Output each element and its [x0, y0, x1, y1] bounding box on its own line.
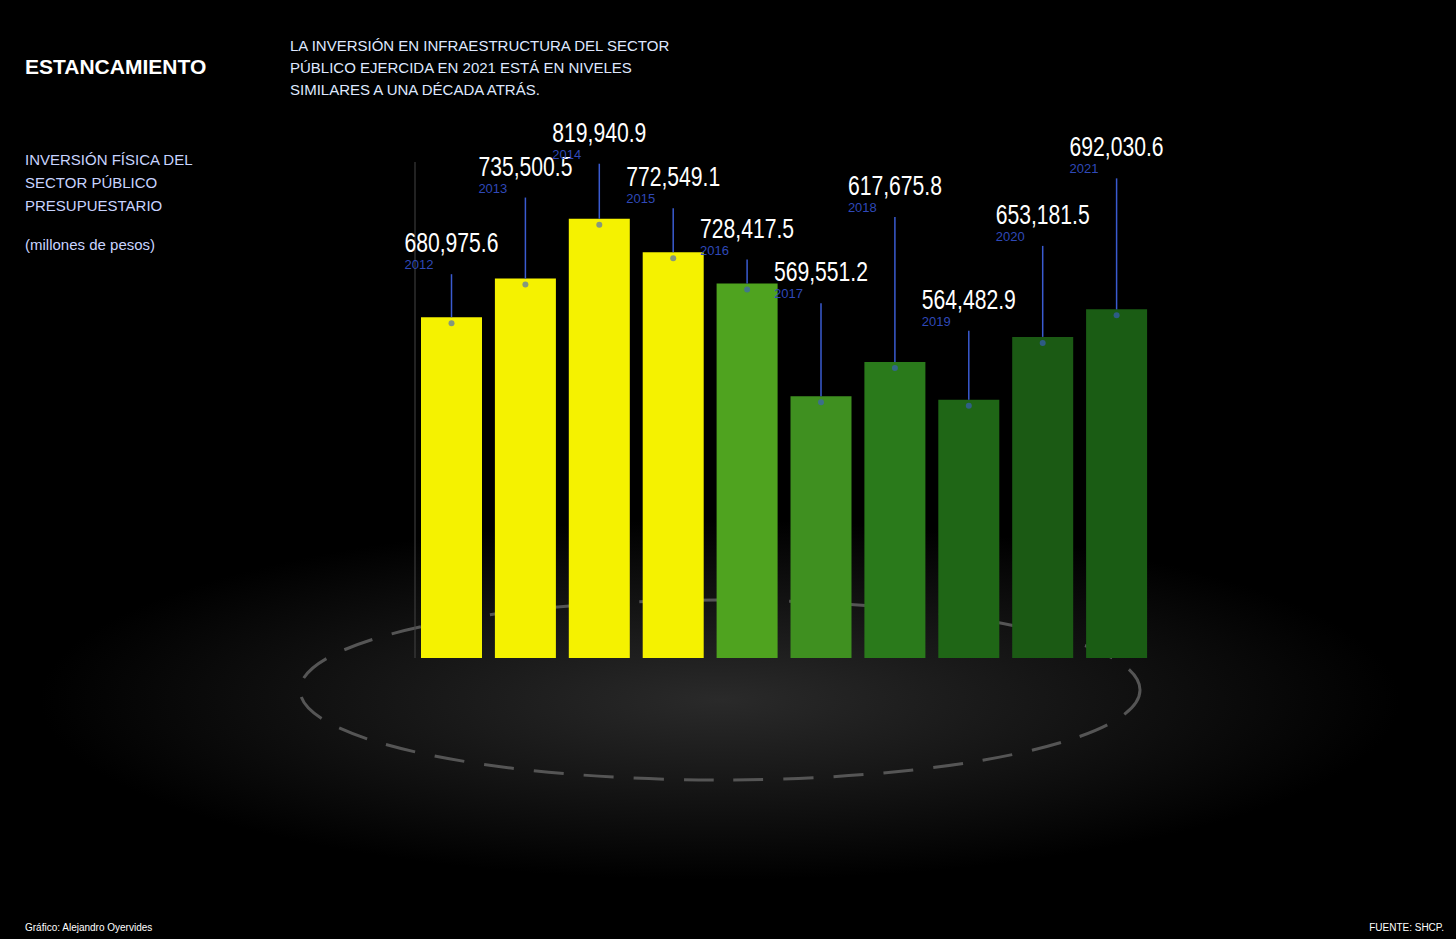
- svg-text:819,940.9: 819,940.9: [552, 117, 646, 148]
- svg-text:692,030.6: 692,030.6: [1070, 131, 1164, 162]
- svg-text:653,181.5: 653,181.5: [996, 199, 1090, 230]
- svg-text:564,482.9: 564,482.9: [922, 284, 1016, 315]
- svg-text:772,549.1: 772,549.1: [626, 161, 720, 192]
- html-text:ESTANCAMIENTO: ESTANCAMIENTO: [25, 55, 207, 78]
- html-text:INVERSIÓN FÍSICA DEL SECTOR PÚ: INVERSIÓN FÍSICA DEL SECTOR PÚBLICO PRES…: [25, 151, 192, 214]
- svg-text:2012: 2012: [405, 257, 434, 272]
- svg-text:2017: 2017: [774, 286, 803, 301]
- html-text:LA INVERSIÓN EN INFRAESTRUCTUR: LA INVERSIÓN EN INFRAESTRUCTURA DEL SECT…: [290, 37, 670, 98]
- svg-text:2021: 2021: [1070, 161, 1099, 176]
- svg-text:2019: 2019: [922, 314, 951, 329]
- svg-text:2014: 2014: [552, 147, 581, 162]
- svg-text:2015: 2015: [626, 191, 655, 206]
- html-text:(millones de pesos): (millones de pesos): [25, 236, 156, 253]
- html-text:FUENTE: SHCP.: FUENTE: SHCP.: [1369, 922, 1444, 933]
- html-text:Gráfico: Alejandro Oyervides: Gráfico: Alejandro Oyervides: [25, 922, 153, 933]
- svg-text:617,675.8: 617,675.8: [848, 170, 942, 201]
- svg-text:735,500.5: 735,500.5: [478, 150, 603, 182]
- svg-text:2020: 2020: [996, 229, 1025, 244]
- svg-text:569,551.2: 569,551.2: [774, 256, 868, 287]
- svg-text:2018: 2018: [848, 200, 877, 215]
- svg-text:728,417.5: 728,417.5: [700, 213, 794, 244]
- svg-text:680,975.6: 680,975.6: [405, 227, 499, 258]
- svg-text:2016: 2016: [700, 243, 729, 258]
- svg-text:2013: 2013: [478, 181, 507, 196]
